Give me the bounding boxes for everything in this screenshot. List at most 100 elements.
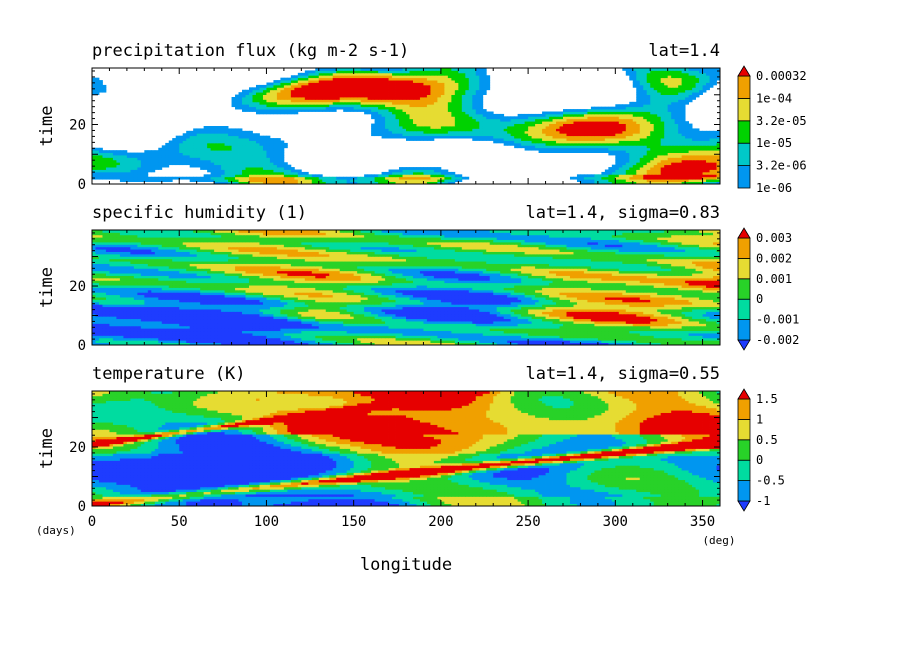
heatmap-cell [332, 92, 337, 95]
heatmap-cell [395, 106, 400, 110]
heatmap-cell [283, 181, 288, 185]
heatmap-cell [161, 340, 166, 344]
heatmap-cell [374, 111, 379, 115]
heatmap-cell [629, 77, 634, 81]
heatmap-cell [406, 104, 410, 108]
heatmap-cell [678, 167, 683, 170]
heatmap-cell [402, 128, 407, 132]
heatmap-cell [252, 135, 257, 139]
heatmap-cell [395, 87, 400, 91]
heatmap-cell [716, 135, 721, 139]
heatmap-cell [336, 94, 341, 98]
heatmap-cell [580, 121, 585, 124]
heatmap-cell [639, 176, 644, 180]
heatmap-cell [193, 140, 198, 144]
heatmap-cell [308, 84, 313, 88]
heatmap-cell [538, 118, 543, 122]
heatmap-cell [535, 133, 539, 137]
heatmap-cell [587, 135, 592, 139]
heatmap-cell [318, 109, 323, 112]
heatmap-cell [426, 111, 431, 115]
heatmap-cell [618, 162, 623, 166]
heatmap-cell [625, 342, 630, 346]
heatmap-cell [615, 150, 620, 153]
heatmap-cell [433, 92, 438, 95]
heatmap-cell [643, 179, 648, 182]
heatmap-cell [632, 118, 637, 122]
heatmap-cell [447, 68, 452, 71]
heatmap-cell [566, 133, 571, 137]
heatmap-cell [231, 138, 236, 141]
heatmap-cell [105, 342, 110, 346]
heatmap-cell [343, 89, 348, 93]
heatmap-cell [245, 92, 250, 95]
heatmap-cell [594, 150, 599, 153]
heatmap-cell [304, 179, 309, 182]
heatmap-cell [611, 140, 616, 144]
heatmap-cell [357, 342, 362, 346]
heatmap-cell [109, 162, 114, 166]
heatmap-cell [245, 147, 250, 151]
heatmap-cell [573, 111, 578, 115]
heatmap-cell [189, 147, 194, 151]
heatmap-cell [444, 109, 449, 112]
heatmap-cell [657, 167, 662, 170]
heatmap-cell [102, 174, 107, 178]
heatmap-cell [189, 155, 194, 158]
heatmap-cell [531, 138, 536, 141]
heatmap-cell [657, 130, 662, 134]
heatmap-cell [615, 342, 620, 346]
heatmap-cell [472, 111, 477, 115]
heatmap-cell [482, 84, 487, 88]
heatmap-cell [632, 174, 637, 178]
heatmap-cell [692, 342, 696, 346]
heatmap-cell [646, 155, 651, 158]
heatmap-cell [231, 181, 236, 185]
heatmap-cell [144, 162, 149, 166]
heatmap-cell [660, 162, 665, 166]
heatmap-cell [465, 80, 470, 83]
heatmap-cell [569, 111, 574, 115]
heatmap-cell [625, 159, 630, 163]
heatmap-cell [210, 133, 215, 137]
heatmap-cell [563, 116, 567, 120]
heatmap-cell [444, 128, 449, 132]
heatmap-cell [165, 157, 170, 161]
heatmap-cell [545, 121, 550, 124]
heatmap-cell [402, 116, 407, 120]
heatmap-cell [238, 147, 243, 151]
heatmap-cell [709, 77, 714, 81]
heatmap-cell [200, 142, 205, 146]
heatmap-cell [580, 140, 585, 144]
heatmap-cell [479, 70, 484, 74]
heatmap-cell [416, 109, 421, 112]
heatmap-cell [423, 68, 428, 71]
heatmap-cell [601, 171, 606, 175]
heatmap-cell [357, 101, 362, 105]
heatmap-cell [713, 181, 717, 185]
heatmap-cell [259, 169, 264, 173]
heatmap-cell [374, 80, 379, 83]
heatmap-cell [130, 179, 135, 182]
heatmap-cell [290, 109, 295, 112]
heatmap-cell [266, 179, 271, 182]
heatmap-cell [245, 162, 250, 166]
heatmap-cell [667, 84, 672, 88]
heatmap-cell [653, 155, 658, 158]
heatmap-cell [221, 181, 225, 185]
heatmap-cell [399, 75, 403, 79]
heatmap-cell [315, 75, 320, 79]
heatmap-cell [238, 130, 243, 134]
heatmap-cell [681, 121, 686, 124]
heatmap-cell [350, 97, 355, 100]
heatmap-cell [290, 179, 295, 182]
heatmap-cell [507, 128, 512, 132]
heatmap-cell [381, 68, 386, 71]
heatmap-cell [308, 176, 313, 180]
heatmap-cell [252, 92, 257, 95]
heatmap-cell [364, 82, 369, 86]
heatmap-cell [521, 133, 526, 137]
heatmap-cell [556, 116, 560, 120]
heatmap-cell [98, 171, 103, 175]
heatmap-cell [374, 101, 379, 105]
